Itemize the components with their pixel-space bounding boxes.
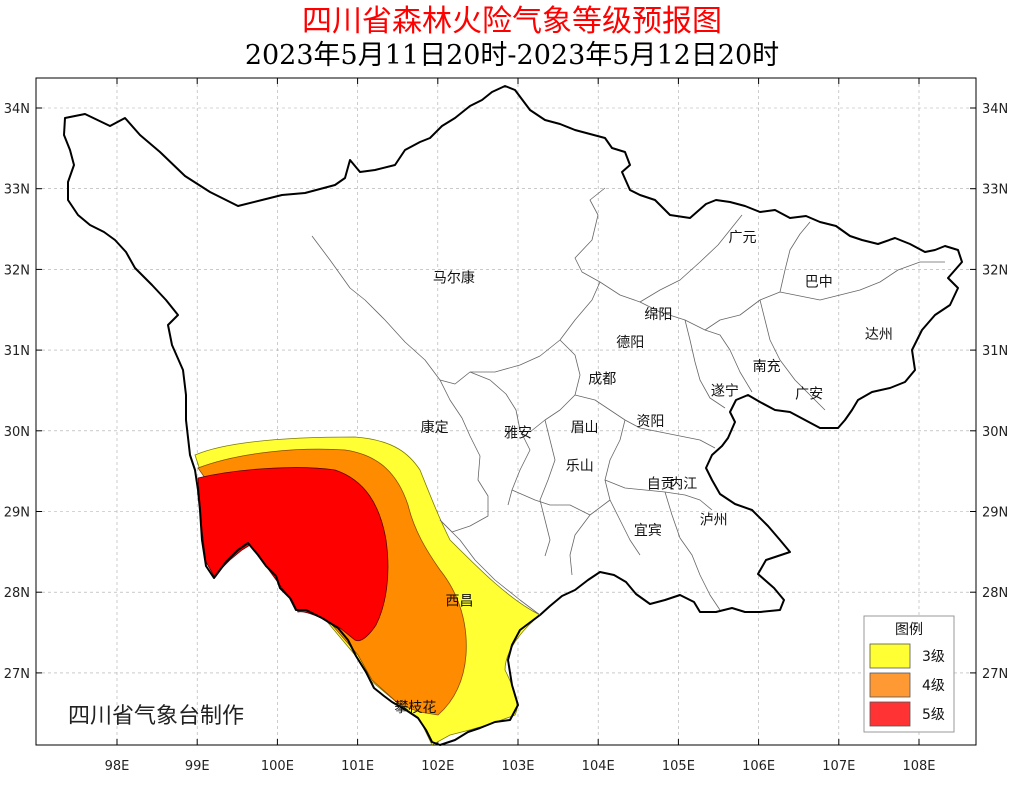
city-label: 广安 (795, 387, 823, 403)
city-label: 眉山 (571, 420, 599, 436)
city-label: 雅安 (504, 425, 532, 441)
lon-tick-label: 104E (582, 759, 615, 774)
city-label: 乐山 (566, 459, 594, 475)
city-label: 巴中 (805, 275, 833, 291)
lon-tick-label: 102E (421, 759, 454, 774)
city-label: 康定 (421, 419, 449, 436)
lat-tick-label-left: 30N (4, 425, 30, 440)
lat-tick-label-left: 28N (4, 586, 30, 601)
lat-tick-label-right: 27N (982, 667, 1008, 682)
legend-item-label: 3级 (922, 649, 945, 665)
lon-tick-label: 100E (261, 759, 294, 774)
sichuan-province-outline (63, 85, 963, 746)
lon-tick-label: 101E (341, 759, 374, 774)
producer-note: 四川省气象台制作 (68, 704, 244, 729)
lon-tick-label: 98E (105, 759, 130, 774)
lon-tick-label: 103E (501, 759, 534, 774)
legend-swatch (869, 672, 911, 698)
city-label: 遂宁 (711, 382, 739, 399)
legend-swatch (869, 643, 911, 669)
lat-tick-label-right: 31N (982, 344, 1008, 359)
lat-tick-label-left: 32N (4, 263, 30, 278)
lat-tick-label-right: 28N (982, 586, 1008, 601)
lat-tick-label-right: 32N (982, 263, 1008, 278)
lon-tick-label: 106E (742, 759, 775, 774)
map-title: 四川省森林火险气象等级预报图 (302, 4, 722, 39)
city-label: 绵阳 (644, 306, 672, 323)
city-label: 广元 (729, 230, 757, 246)
legend: 图例 3级 4级 5级 (863, 615, 955, 733)
city-label: 西昌 (445, 593, 473, 609)
city-label: 宜宾 (634, 523, 662, 539)
lat-tick-label-left: 33N (4, 183, 30, 198)
city-label: 马尔康 (433, 269, 475, 286)
city-label: 达州 (865, 327, 893, 343)
city-label: 成都 (588, 371, 616, 387)
legend-title: 图例 (895, 622, 923, 638)
legend-item-label: 4级 (922, 678, 945, 694)
city-label: 南充 (753, 359, 781, 375)
city-label: 内江 (669, 476, 697, 492)
lat-tick-label-right: 30N (982, 425, 1008, 440)
lat-tick-label-right: 33N (982, 183, 1008, 198)
city-label: 攀枝花 (394, 700, 436, 716)
lon-tick-label: 107E (822, 759, 855, 774)
legend-item-label: 5级 (922, 707, 945, 723)
lat-tick-label-left: 29N (4, 506, 30, 521)
lat-tick-label-left: 31N (4, 344, 30, 359)
city-label: 资阳 (636, 414, 664, 430)
lon-tick-label: 108E (902, 759, 935, 774)
graticule: 98E 99E 100E 101E 102E 103E 104E 105E 106E 107E 10… (4, 78, 1008, 774)
hazard-zone-level5 (197, 467, 389, 642)
map-subtitle: 2023年5月11日20时-2023年5月12日20时 (244, 40, 780, 71)
legend-swatch (869, 701, 911, 727)
lat-tick-label-right: 34N (982, 102, 1008, 117)
lat-tick-label-right: 29N (982, 506, 1008, 521)
city-label: 自贡 (647, 476, 675, 492)
lon-tick-label: 105E (662, 759, 695, 774)
lon-tick-label: 99E (185, 759, 210, 774)
prefecture-boundaries (311, 187, 945, 616)
lat-tick-label-left: 27N (4, 667, 30, 682)
city-label: 泸州 (700, 513, 728, 529)
lat-tick-label-left: 34N (4, 102, 30, 117)
city-label: 德阳 (616, 335, 644, 351)
